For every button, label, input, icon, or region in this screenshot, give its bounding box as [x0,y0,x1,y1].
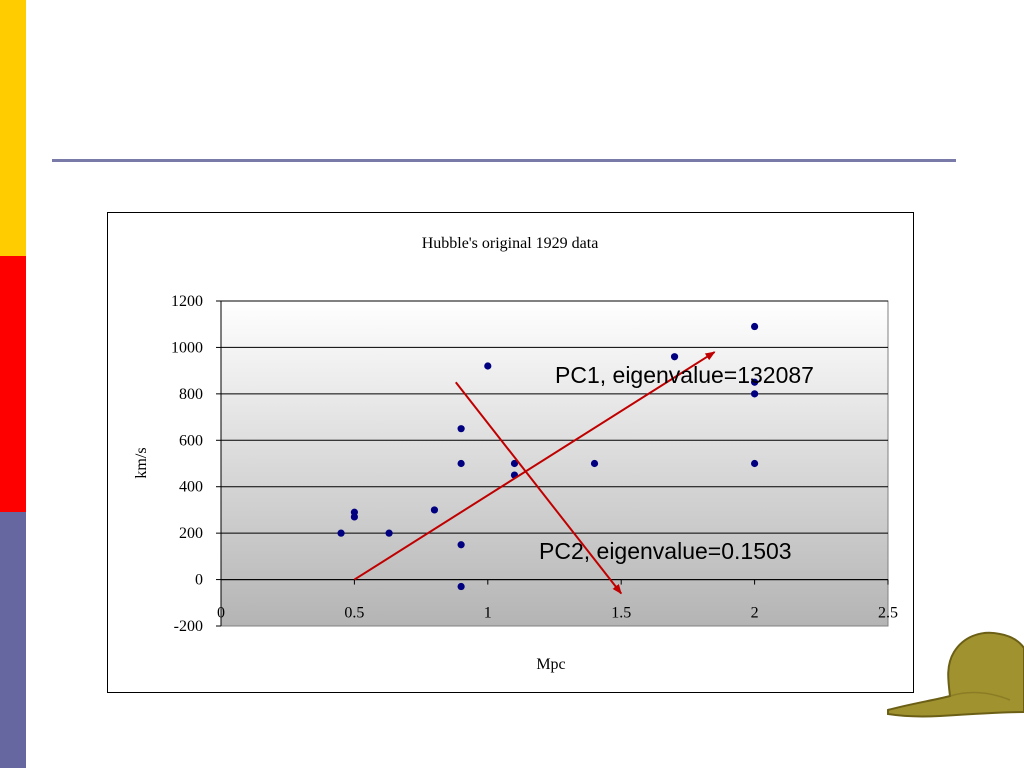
y-tick-label: 600 [179,432,203,449]
annotations: PC1, eigenvalue=132087 PC2, eigenvalue=0.… [353,351,814,595]
y-axis-label: km/s [133,447,150,478]
y-tick-label: 800 [179,386,203,403]
pc-label: PC1, eigenvalue=132087 [555,362,814,388]
plot-area [220,300,889,627]
data-point [457,425,465,433]
x-tick-label: 2.5 [878,605,898,622]
pc-arrow [454,381,622,595]
data-point [751,390,759,398]
axes [220,301,889,626]
x-tick-label: 1 [484,605,492,622]
slug-decoration [887,631,1024,718]
accent-bar-yellow [0,0,26,256]
y-tick-label: 1200 [171,293,203,310]
x-tick-label: 2 [751,605,759,622]
data-points [337,322,759,591]
scatter-chart: -200 0 200 400 600 800 1000 1200 0 0.5 1 1.5 2 2.5 PC… [133,235,898,673]
y-tick-label: -200 [174,618,203,635]
pc-arrow [353,351,716,581]
accent-bar-red [0,256,26,512]
y-tick-label: 400 [179,479,203,496]
data-point [751,378,759,386]
accent-bar-blue [0,512,26,768]
data-point [484,362,492,370]
y-tick-label: 200 [179,525,203,542]
tick-labels: -200 0 200 400 600 800 1000 1200 0 0.5 1 1.5 2 2.5 [171,293,898,635]
data-point [510,459,519,468]
data-point [385,529,393,537]
data-point [751,322,759,331]
x-axis-label: Mpc [536,656,565,673]
chart-frame: -200 0 200 400 600 800 1000 1200 0 0.5 1 1.5 2 2.5 PC… [107,212,914,693]
data-point [350,513,358,521]
x-tick-label: 0.5 [344,605,364,622]
data-point [457,459,465,468]
chart-title: Hubble's original 1929 data [422,235,599,252]
title-divider [52,159,956,162]
x-tick-label: 1.5 [611,605,631,622]
data-point [751,459,759,468]
data-point [457,541,465,549]
data-point [590,459,599,468]
data-point [457,582,465,591]
y-tick-label: 0 [195,572,203,589]
y-tick-label: 1000 [171,339,203,356]
pc-label: PC2, eigenvalue=0.1503 [539,538,792,564]
x-tick-label: 0 [217,605,225,622]
data-point [670,353,679,361]
data-point [430,506,439,514]
data-point [337,529,345,537]
